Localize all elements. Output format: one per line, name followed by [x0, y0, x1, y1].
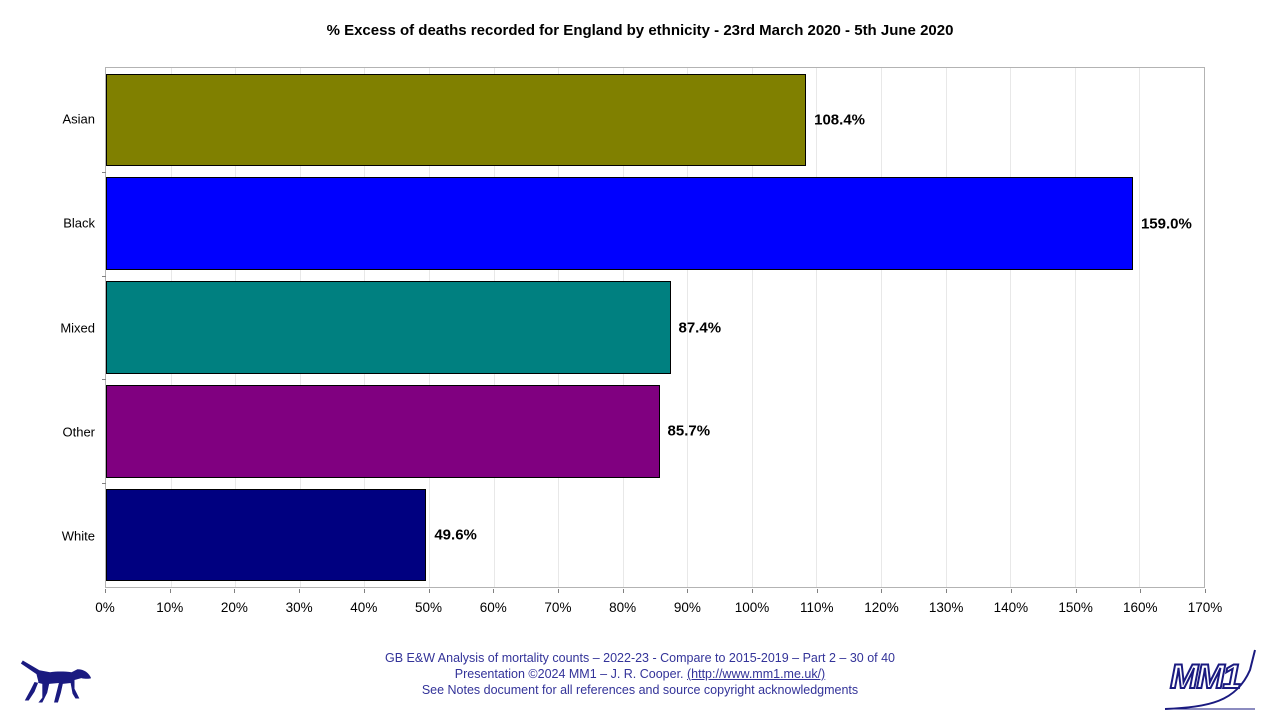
- gridline: [816, 68, 818, 587]
- gridline: [945, 68, 947, 587]
- x-axis-tick-label: 60%: [479, 600, 507, 615]
- bar-white: [106, 488, 427, 582]
- x-axis-tick: [1075, 589, 1077, 593]
- x-axis-tick: [363, 589, 365, 593]
- mm1-logo: MM1: [1164, 649, 1256, 710]
- value-label-mixed: 87.4%: [678, 319, 722, 336]
- x-axis-tick-label: 40%: [350, 600, 378, 615]
- svg-text:MM1: MM1: [1170, 658, 1241, 696]
- x-axis-tick-label: 160%: [1123, 600, 1158, 615]
- bar-other: [106, 384, 660, 478]
- x-axis-tick: [557, 589, 559, 593]
- gridline: [1139, 68, 1141, 587]
- x-axis-tick-label: 140%: [993, 600, 1029, 615]
- value-label-other: 85.7%: [667, 422, 711, 440]
- x-axis-tick-label: 90%: [673, 600, 701, 615]
- gridline: [881, 68, 883, 587]
- x-axis-tick: [428, 589, 430, 593]
- x-axis-tick-label: 170%: [1187, 600, 1223, 615]
- value-label-asian: 108.4%: [814, 111, 865, 129]
- x-axis-tick: [169, 589, 171, 593]
- category-label-black: Black: [63, 215, 95, 231]
- x-axis-tick-label: 50%: [415, 600, 443, 615]
- x-axis-tick: [881, 589, 883, 593]
- x-axis-tick: [1205, 589, 1206, 593]
- y-axis-category-labels: Asian Black Mixed Other White: [0, 67, 95, 588]
- chart-title: % Excess of deaths recorded for England …: [326, 22, 954, 39]
- dog-silhouette-logo: [20, 660, 92, 703]
- x-axis-tick: [687, 589, 689, 593]
- x-axis-tick: [946, 589, 948, 593]
- footer-url-link[interactable]: (http://www.mm1.me.uk/): [687, 667, 826, 681]
- x-axis-tick-label: 130%: [928, 600, 964, 615]
- value-label-black: 159.0%: [1140, 215, 1192, 233]
- footer-line-1: GB E&W Analysis of mortality counts – 20…: [385, 651, 895, 665]
- y-axis-tick: [102, 483, 106, 485]
- x-axis: 0% 10% 20% 30% 40% 50% 60% 70% 80% 90% 100% 110% 120…: [95, 589, 1222, 619]
- x-axis-tick: [1010, 589, 1012, 593]
- y-axis-tick: [102, 171, 106, 173]
- x-axis-tick-label: 100%: [734, 600, 770, 615]
- x-axis-tick-label: 110%: [799, 600, 834, 615]
- x-axis-tick-label: 20%: [220, 600, 248, 615]
- bar-asian: [106, 73, 807, 167]
- y-axis-tick: [102, 275, 106, 277]
- footer-line-3: See Notes document for all references an…: [421, 683, 859, 697]
- footer-line-2: Presentation ©2024 MM1 – J. R. Cooper. (…: [0, 666, 1280, 682]
- y-axis-tick: [102, 379, 106, 381]
- x-axis-tick-label: 30%: [285, 600, 313, 615]
- category-label-asian: Asian: [62, 111, 95, 127]
- category-label-mixed: Mixed: [60, 320, 95, 335]
- bar-mixed: [106, 281, 671, 374]
- x-axis-tick-label: 150%: [1058, 600, 1093, 615]
- x-axis-tick-label: 70%: [544, 600, 572, 615]
- gridline: [1010, 68, 1012, 587]
- x-axis-tick-label: 0%: [95, 600, 115, 615]
- value-label-white: 49.6%: [434, 526, 477, 544]
- bar-black: [106, 177, 1133, 271]
- footer-line-2-prefix: Presentation ©2024 MM1 – J. R. Cooper.: [454, 667, 687, 681]
- gridline: [687, 68, 689, 587]
- x-axis-tick-label: 10%: [156, 600, 184, 615]
- category-label-white: White: [61, 528, 95, 544]
- x-axis-tick: [622, 589, 624, 593]
- x-axis-tick: [234, 589, 236, 593]
- plot-area: 108.4% 159.0% 87.4% 85.7% 49.6%: [102, 67, 1205, 588]
- footer-text: GB E&W Analysis of mortality counts – 20…: [0, 650, 1280, 698]
- x-axis-tick: [816, 589, 818, 593]
- x-axis-tick: [493, 589, 495, 593]
- x-axis-tick-label: 120%: [864, 600, 899, 615]
- category-label-other: Other: [62, 424, 95, 440]
- gridline: [751, 68, 753, 587]
- x-axis-tick: [299, 589, 301, 593]
- x-axis-tick: [105, 589, 106, 593]
- gridline: [1074, 68, 1076, 587]
- x-axis-tick: [752, 589, 754, 593]
- x-axis-tick: [1140, 589, 1142, 593]
- x-axis-tick-label: 80%: [609, 600, 637, 615]
